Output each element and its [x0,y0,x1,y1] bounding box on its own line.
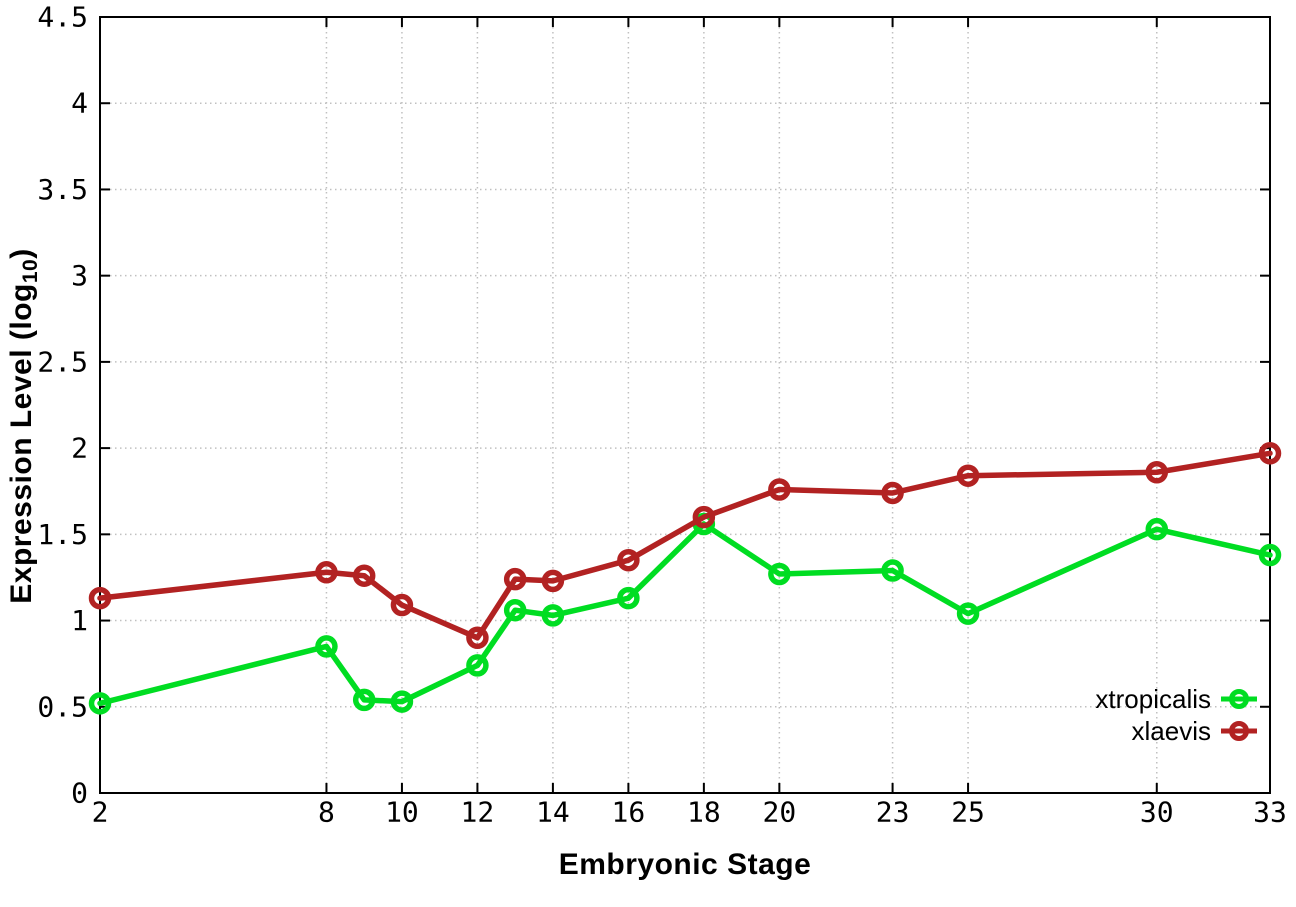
svg-text:8: 8 [318,796,335,829]
svg-text:18: 18 [687,796,721,829]
xlaevis-line-marker-icon [1221,721,1257,741]
legend-label-xtropicalis: xtropicalis [1095,683,1211,714]
svg-text:0: 0 [71,777,88,810]
svg-text:12: 12 [461,796,495,829]
y-axis-title-close: ) [5,248,38,259]
legend-item-xlaevis: xlaevis [1095,716,1258,746]
svg-text:30: 30 [1140,796,1174,829]
svg-text:33: 33 [1253,796,1287,829]
svg-text:3.5: 3.5 [37,173,88,206]
svg-text:3: 3 [71,259,88,292]
tick-marks [99,16,1271,794]
series-xlaevis [88,442,1282,650]
plot-border [99,16,1271,794]
svg-text:20: 20 [762,796,796,829]
svg-text:1.5: 1.5 [37,518,88,551]
svg-text:10: 10 [385,796,419,829]
svg-text:16: 16 [612,796,646,829]
svg-text:4: 4 [71,87,88,120]
svg-text:25: 25 [951,796,985,829]
svg-text:2: 2 [92,796,109,829]
y-axis-title-subscript: 10 [18,258,42,284]
svg-text:0.5: 0.5 [37,690,88,723]
y-axis-title-main: Expression Level (log [5,283,38,604]
svg-text:14: 14 [536,796,570,829]
svg-text:23: 23 [876,796,910,829]
legend: xtropicalis xlaevis [1095,684,1258,746]
legend-label-xlaevis: xlaevis [1131,715,1211,746]
legend-item-xtropicalis: xtropicalis [1095,684,1258,714]
y-tick-labels: 0 0.5 1 1.5 2 2.5 3 3.5 4 4.5 [37,1,88,810]
svg-text:2.5: 2.5 [37,345,88,378]
xtropicalis-line-marker-icon [1221,689,1257,709]
svg-text:2: 2 [71,432,88,465]
svg-text:1: 1 [71,604,88,637]
x-axis-title: Embryonic Stage [558,848,812,881]
x-tick-labels: 2 8 10 12 14 16 18 20 23 25 30 33 [92,796,1287,829]
svg-text:4.5: 4.5 [37,1,88,34]
series-xtropicalis [88,512,1282,715]
grid-lines [100,17,1270,793]
